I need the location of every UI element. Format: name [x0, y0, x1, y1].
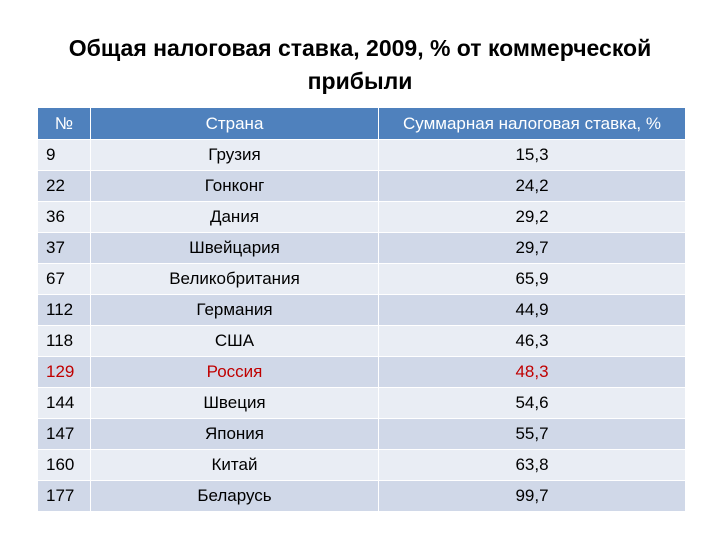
cell-rate: 54,6 [378, 387, 686, 419]
cell-rank: 67 [37, 263, 91, 295]
cell-country: Германия [90, 294, 379, 326]
cell-rank: 160 [37, 449, 91, 481]
cell-rank: 147 [37, 418, 91, 450]
table-row: 160 Китай 63,8 [37, 449, 686, 481]
header-rate: Суммарная налоговая ставка, % [378, 108, 686, 140]
table-row: 37 Швейцария 29,7 [37, 232, 686, 264]
cell-rank: 112 [37, 294, 91, 326]
cell-rank: 129 [37, 356, 91, 388]
cell-country: Грузия [90, 139, 379, 171]
cell-rank: 177 [37, 480, 91, 512]
table-body: 9 Грузия 15,3 22 Гонконг 24,2 36 Дания 29,2 37 Шве… [37, 139, 686, 512]
cell-rank: 9 [37, 139, 91, 171]
table-row: 144 Швеция 54,6 [37, 387, 686, 419]
table-header-row: № Страна Суммарная налоговая ставка, % [37, 108, 686, 140]
title-line-2: прибыли [307, 68, 413, 94]
cell-rate: 29,2 [378, 201, 686, 233]
cell-rate: 48,3 [378, 356, 686, 388]
cell-country: Великобритания [90, 263, 379, 295]
cell-rate: 63,8 [378, 449, 686, 481]
cell-rate: 46,3 [378, 325, 686, 357]
cell-country: Гонконг [90, 170, 379, 202]
cell-country: Япония [90, 418, 379, 450]
cell-country: Россия [90, 356, 379, 388]
cell-rate: 99,7 [378, 480, 686, 512]
table-row: 22 Гонконг 24,2 [37, 170, 686, 202]
cell-country: Китай [90, 449, 379, 481]
cell-rate: 55,7 [378, 418, 686, 450]
table-row: 36 Дания 29,2 [37, 201, 686, 233]
cell-country: Швейцария [90, 232, 379, 264]
header-rank: № [37, 108, 91, 140]
cell-country: Швеция [90, 387, 379, 419]
cell-rank: 144 [37, 387, 91, 419]
cell-rate: 24,2 [378, 170, 686, 202]
page-title: Общая налоговая ставка, 2009, % от комме… [0, 32, 720, 98]
title-line-1: Общая налоговая ставка, 2009, % от комме… [68, 35, 652, 61]
table-row: 177 Беларусь 99,7 [37, 480, 686, 512]
cell-rate: 15,3 [378, 139, 686, 171]
cell-rank: 37 [37, 232, 91, 264]
table-row: 129 Россия 48,3 [37, 356, 686, 388]
cell-rate: 65,9 [378, 263, 686, 295]
table-row: 147 Япония 55,7 [37, 418, 686, 450]
table-row: 9 Грузия 15,3 [37, 139, 686, 171]
cell-rank: 36 [37, 201, 91, 233]
table-row: 67 Великобритания 65,9 [37, 263, 686, 295]
cell-country: США [90, 325, 379, 357]
cell-rank: 22 [37, 170, 91, 202]
cell-rank: 118 [37, 325, 91, 357]
header-country: Страна [90, 108, 379, 140]
table-row: 112 Германия 44,9 [37, 294, 686, 326]
cell-country: Дания [90, 201, 379, 233]
cell-rate: 29,7 [378, 232, 686, 264]
cell-country: Беларусь [90, 480, 379, 512]
table-row: 118 США 46,3 [37, 325, 686, 357]
tax-rate-table: № Страна Суммарная налоговая ставка, % 9… [37, 108, 686, 512]
cell-rate: 44,9 [378, 294, 686, 326]
